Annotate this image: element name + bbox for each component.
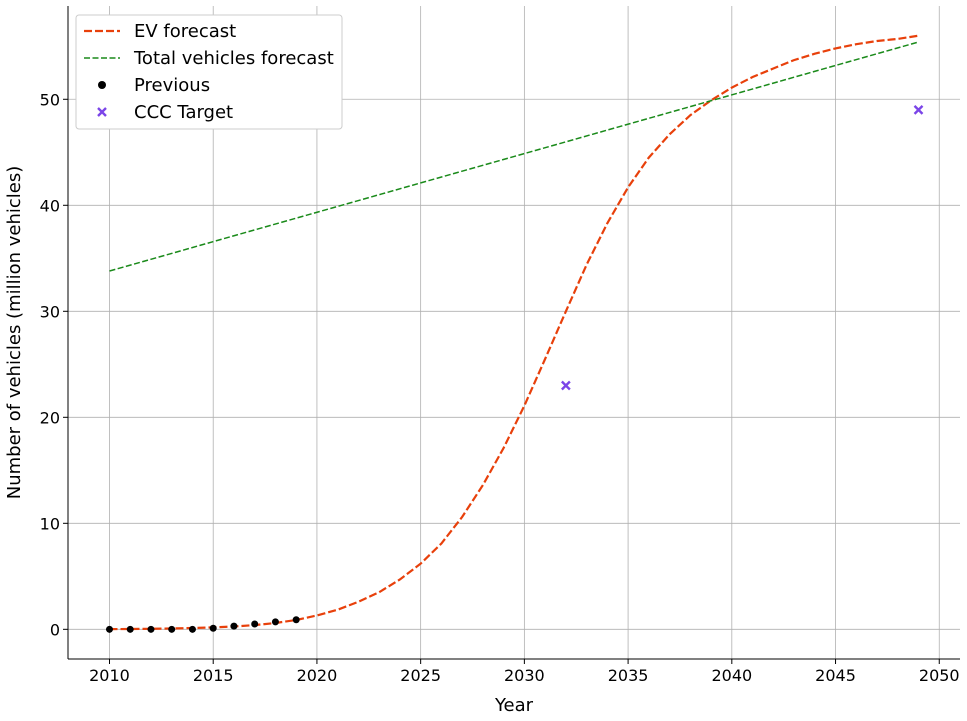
- point-previous: [188, 625, 196, 633]
- point-previous: [126, 625, 134, 633]
- point-previous: [105, 625, 113, 633]
- x-tick-label: 2040: [711, 666, 752, 685]
- y-tick-label: 50: [40, 90, 60, 109]
- y-tick-label: 20: [40, 408, 60, 427]
- legend-swatch-previous: [98, 81, 106, 89]
- legend: EV forecast Total vehicles forecast Prev…: [75, 14, 343, 130]
- x-tick-label: 2015: [193, 666, 234, 685]
- legend-box: [75, 14, 343, 130]
- point-ccc-target: [913, 105, 924, 115]
- x-tick-label: 2030: [504, 666, 545, 685]
- ticks: 2010 2015 2020 2025 2030 2035 2040 2045 20500102…: [40, 90, 960, 685]
- legend-label-ev-forecast: EV forecast: [134, 21, 236, 42]
- point-previous: [147, 625, 155, 633]
- x-tick-label: 2045: [815, 666, 856, 685]
- legend-entry-previous: Previous: [98, 75, 210, 96]
- point-previous: [168, 625, 176, 633]
- y-tick-label: 10: [40, 514, 60, 533]
- x-axis-label: Year: [494, 695, 534, 716]
- x-tick-label: 2010: [89, 666, 130, 685]
- y-tick-label: 30: [40, 302, 60, 321]
- y-tick-label: 40: [40, 196, 60, 215]
- point-previous: [271, 618, 279, 626]
- x-tick-label: 2025: [400, 666, 441, 685]
- legend-swatch-ccc-target: [97, 107, 107, 117]
- legend-entry-total: Total vehicles forecast: [84, 48, 334, 69]
- grid: [68, 6, 960, 659]
- point-previous: [230, 622, 238, 630]
- legend-label-total-vehicles: Total vehicles forecast: [133, 48, 334, 69]
- legend-entry-ev: EV forecast: [84, 21, 236, 42]
- point-ccc-target: [561, 380, 571, 391]
- series-line-total-vehicles-forecast: [109, 41, 919, 272]
- y-axis-label: Number of vehicles (million vehicles): [4, 166, 25, 500]
- x-tick-label: 2050: [919, 666, 960, 685]
- x-tick-label: 2020: [297, 666, 338, 685]
- legend-entry-ccc: CCC Target: [97, 102, 233, 123]
- point-previous: [251, 620, 259, 628]
- axes: [67, 6, 960, 660]
- series-line-ev-forecast: [109, 34, 919, 631]
- y-tick-label: 0: [50, 620, 60, 639]
- legend-label-ccc-target: CCC Target: [134, 102, 233, 123]
- x-tick-label: 2035: [608, 666, 649, 685]
- series-layer: [105, 34, 924, 633]
- point-previous: [292, 616, 300, 624]
- legend-label-previous: Previous: [134, 75, 210, 96]
- point-previous: [209, 624, 217, 632]
